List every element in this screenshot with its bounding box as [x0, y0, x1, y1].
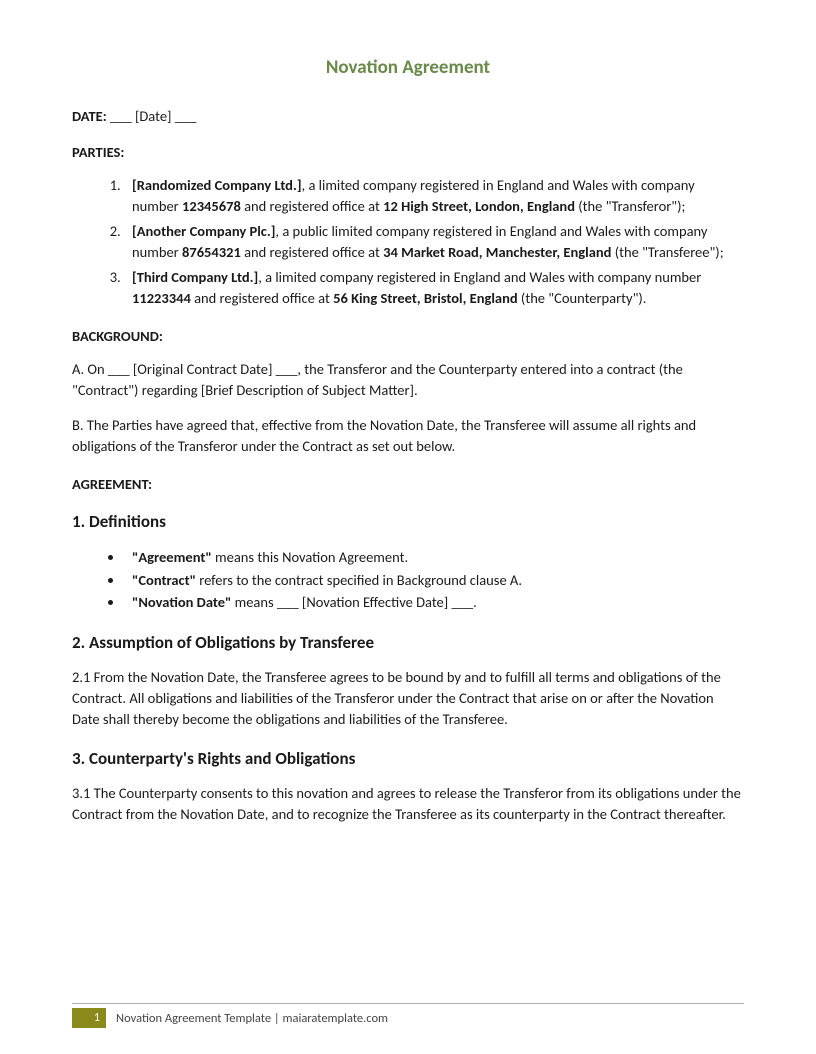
party-item: [Third Company Ltd.], a limited company … — [124, 267, 744, 309]
party-item: [Randomized Company Ltd.], a limited com… — [124, 175, 744, 217]
footer-divider — [72, 1003, 744, 1004]
definition-term: "Agreement" — [132, 548, 212, 566]
party-text: and registered office at — [241, 197, 383, 215]
party-name: [Another Company Plc.] — [132, 222, 275, 240]
section-1-heading: 1. Definitions — [72, 511, 744, 532]
party-number: 12345678 — [182, 197, 241, 215]
definition-item: "Agreement" means this Novation Agreemen… — [124, 546, 744, 568]
background-clause-b: B. The Parties have agreed that, effecti… — [72, 415, 744, 457]
definition-item: "Novation Date" means ___ [Novation Effe… — [124, 591, 744, 613]
date-label: DATE: — [72, 107, 107, 125]
party-role: (the "Transferee"); — [611, 243, 723, 261]
date-line: DATE: ___ [Date] ___ — [72, 107, 744, 125]
party-address: 56 King Street, Bristol, England — [333, 289, 518, 307]
definition-term: "Novation Date" — [132, 593, 231, 611]
party-item: [Another Company Plc.], a public limited… — [124, 221, 744, 263]
background-clause-a: A. On ___ [Original Contract Date] ___, … — [72, 359, 744, 401]
party-number: 11223344 — [132, 289, 191, 307]
agreement-label: AGREEMENT: — [72, 475, 744, 493]
party-text: , a limited company registered in Englan… — [258, 268, 701, 286]
parties-label: PARTIES: — [72, 143, 744, 161]
party-address: 34 Market Road, Manchester, England — [383, 243, 611, 261]
section-2-body: 2.1 From the Novation Date, the Transfer… — [72, 667, 744, 730]
definition-item: "Contract" refers to the contract specif… — [124, 569, 744, 591]
party-name: [Randomized Company Ltd.] — [132, 176, 302, 194]
party-role: (the "Transferor"); — [575, 197, 685, 215]
section-3-heading: 3. Counterparty's Rights and Obligations — [72, 748, 744, 769]
section-2-heading: 2. Assumption of Obligations by Transfer… — [72, 632, 744, 653]
footer-text: Novation Agreement Template | maiaratemp… — [116, 1011, 388, 1026]
definition-body: means ___ [Novation Effective Date] ___. — [231, 593, 476, 611]
section-3-body: 3.1 The Counterparty consents to this no… — [72, 783, 744, 825]
definitions-list: "Agreement" means this Novation Agreemen… — [72, 546, 744, 613]
party-text: and registered office at — [241, 243, 383, 261]
parties-list: [Randomized Company Ltd.] , a limited com… — [72, 175, 744, 309]
definition-body: refers to the contract specified in Back… — [196, 571, 522, 589]
party-role: (the "Counterparty"). — [518, 289, 647, 307]
definition-body: means this Novation Agreement. — [212, 548, 408, 566]
party-text: and registered office at — [191, 289, 333, 307]
background-label: BACKGROUND: — [72, 327, 744, 345]
footer-content: 1 Novation Agreement Template | maiarate… — [72, 1008, 744, 1028]
page-footer: 1 Novation Agreement Template | maiarate… — [72, 1003, 744, 1028]
party-name: [Third Company Ltd.] — [132, 268, 258, 286]
document-title: Novation Agreement — [72, 56, 744, 79]
date-value: ___ [Date] ___ — [110, 107, 196, 125]
definition-term: "Contract" — [132, 571, 196, 589]
page-number-box: 1 — [72, 1008, 106, 1028]
party-number: 87654321 — [182, 243, 241, 261]
party-address: 12 High Street, London, England — [383, 197, 575, 215]
